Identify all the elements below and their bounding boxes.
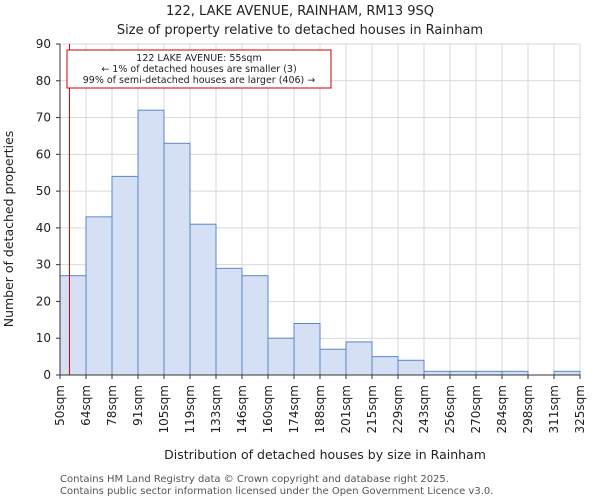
x-tick-label: 50sqm <box>53 385 67 426</box>
histogram-bar <box>59 275 87 376</box>
histogram-bar <box>293 323 321 376</box>
y-axis-label: Number of detached properties <box>1 131 16 328</box>
chart-title-line2: Size of property relative to detached ho… <box>117 23 483 38</box>
footer-line1: Contains HM Land Registry data © Crown c… <box>60 474 449 485</box>
histogram-bar <box>267 337 295 376</box>
x-tick-label: 174sqm <box>287 385 301 433</box>
histogram-bar <box>319 348 347 376</box>
histogram-bar <box>137 109 165 376</box>
x-tick-label: 311sqm <box>547 385 561 433</box>
annotation-line3: 99% of semi-detached houses are larger (… <box>83 75 316 86</box>
x-tick-label: 91sqm <box>131 385 145 426</box>
footer-line2: Contains public sector information licen… <box>60 486 493 497</box>
y-tick-label: 40 <box>36 221 51 235</box>
histogram-bar <box>345 341 373 376</box>
x-tick-label: 160sqm <box>261 385 275 433</box>
y-tick-label: 0 <box>43 368 51 382</box>
x-tick-label: 298sqm <box>521 385 535 433</box>
histogram-bar <box>85 216 113 376</box>
x-tick-label: 78sqm <box>105 385 119 426</box>
x-tick-label: 229sqm <box>391 385 405 433</box>
x-tick-label: 64sqm <box>79 385 93 426</box>
x-tick-label: 146sqm <box>235 385 249 433</box>
annotation-line1: 122 LAKE AVENUE: 55sqm <box>136 53 261 64</box>
x-tick-label: 270sqm <box>469 385 483 433</box>
chart-title-line1: 122, LAKE AVENUE, RAINHAM, RM13 9SQ <box>166 4 434 19</box>
histogram-bar <box>241 275 269 376</box>
histogram-bar <box>475 370 503 376</box>
x-tick-label: 325sqm <box>573 385 587 433</box>
x-axis-label: Distribution of detached houses by size … <box>164 447 486 462</box>
histogram-bar <box>189 223 217 376</box>
ticks-layer: 0 10 20 30 40 50 60 70 80 90 50sqm 64sqm 78sqm 91sqm 1… <box>36 37 587 433</box>
histogram-bar <box>501 370 529 376</box>
y-tick-label: 90 <box>36 37 51 51</box>
histogram-bar <box>215 267 243 376</box>
x-tick-label: 119sqm <box>183 385 197 433</box>
histogram-bar <box>423 370 451 376</box>
histogram-bar <box>553 370 581 376</box>
y-tick-label: 60 <box>36 147 51 161</box>
x-tick-label: 105sqm <box>157 385 171 433</box>
bars-layer <box>59 109 581 376</box>
y-tick-label: 70 <box>36 111 51 125</box>
histogram-bar <box>397 359 425 376</box>
y-tick-label: 50 <box>36 184 51 198</box>
x-tick-label: 188sqm <box>313 385 327 433</box>
y-tick-label: 80 <box>36 74 51 88</box>
histogram-bar <box>111 175 139 376</box>
histogram-bar <box>163 142 191 376</box>
histogram-bar <box>449 370 477 376</box>
y-tick-label: 30 <box>36 258 51 272</box>
x-tick-label: 133sqm <box>209 385 223 433</box>
annotation-box <box>66 49 332 89</box>
x-tick-label: 215sqm <box>365 385 379 433</box>
histogram-bar <box>371 356 399 376</box>
x-tick-label: 201sqm <box>339 385 353 433</box>
y-tick-label: 10 <box>36 331 51 345</box>
x-tick-label: 243sqm <box>417 385 431 433</box>
y-tick-label: 20 <box>36 294 51 308</box>
x-tick-label: 284sqm <box>495 385 509 433</box>
annotation-line2: ← 1% of detached houses are smaller (3) <box>101 64 296 75</box>
x-tick-label: 256sqm <box>443 385 457 433</box>
